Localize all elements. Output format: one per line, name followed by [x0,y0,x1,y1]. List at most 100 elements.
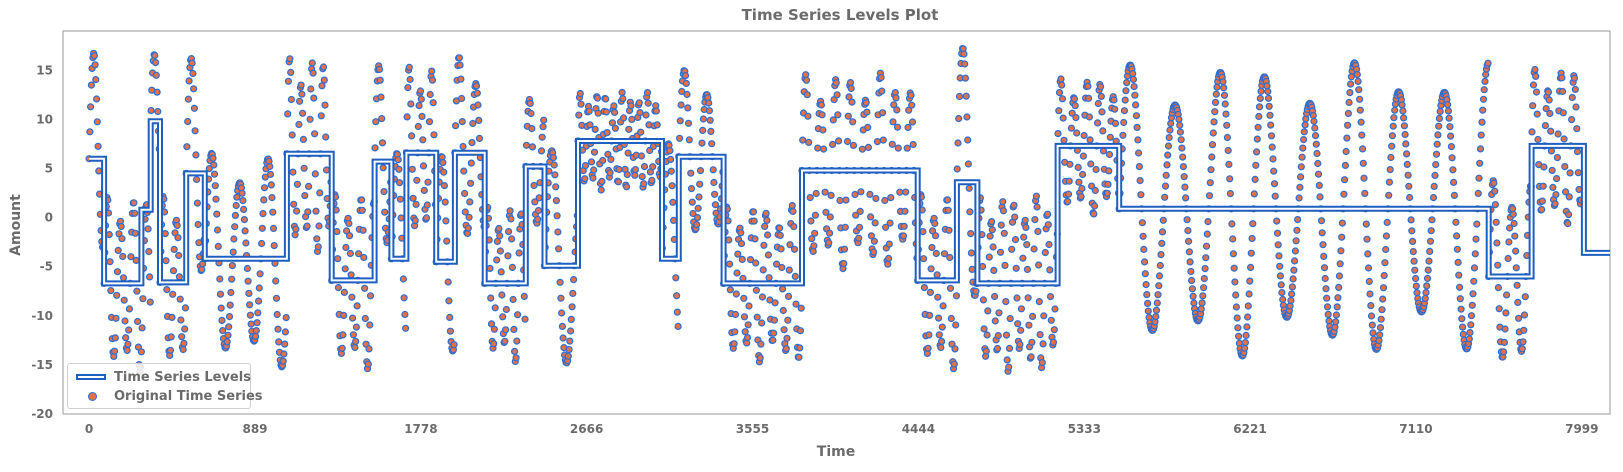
scatter-point [1094,99,1102,108]
scatter-point [1267,121,1275,129]
scatter-point [602,108,611,116]
scatter-point [696,167,705,175]
scatter-point [1136,177,1144,185]
scatter-point [1484,59,1492,67]
scatter-point [1449,178,1458,186]
scatter-point [1017,305,1026,313]
scatter-point [1314,159,1322,168]
scatter-point [1183,216,1191,224]
scatter-point [1155,272,1164,280]
scatter-point [726,286,734,294]
scatter-point [1270,180,1279,188]
scatter-point [797,304,805,312]
scatter-point [1243,323,1251,331]
scatter-point [1213,83,1221,91]
scatter-point [1499,348,1508,356]
scatter-point [1528,128,1536,136]
scatter-point [1278,289,1286,297]
scatter-point [1234,332,1243,340]
scatter-point [1299,136,1308,144]
scatter-point [1087,160,1095,168]
scatter-point [188,59,196,67]
scatter-point [184,117,192,126]
scatter-point [239,197,247,205]
scatter-point [909,140,917,149]
scatter-point [1529,102,1537,110]
scatter-point [1479,106,1487,114]
scatter-point [303,222,311,230]
scatter-point [1398,101,1406,109]
scatter-point [1408,227,1416,235]
scatter-point [505,228,513,236]
scatter-point [490,340,498,348]
scatter-point [832,79,840,87]
scatter-point [145,247,153,256]
scatter-point [1367,312,1376,320]
scatter-point [907,91,915,99]
x-axis-title: Time [817,444,855,460]
scatter-point [557,294,565,302]
scatter-point [1518,345,1526,353]
scatter-point [984,307,992,315]
scatter-point [1565,193,1573,201]
scatter-point [829,116,837,124]
scatter-point [1211,108,1219,116]
scatter-point [1385,191,1393,199]
scatter-point [993,344,1002,353]
scatter-point [139,295,147,303]
scatter-point [1050,326,1058,334]
scatter-point [1066,160,1074,168]
scatter-point [487,320,496,328]
scatter-point [960,50,968,58]
scatter-point [1005,344,1014,352]
scatter-point [458,117,466,126]
scatter-point [1332,318,1340,326]
scatter-point [1111,105,1119,113]
scatter-point [520,292,528,300]
scatter-point [1013,294,1021,302]
scatter-point [1203,230,1211,238]
scatter-point [899,232,908,240]
scatter-point [1560,135,1568,143]
scatter-point [1187,267,1195,276]
scatter-point [778,285,787,293]
x-tick-label: 889 [242,422,267,436]
scatter-point [1452,232,1461,240]
scatter-point [497,268,505,276]
scatter-point [1468,301,1476,309]
scatter-point [144,225,152,233]
scatter-point [1434,131,1442,139]
scatter-point [315,222,323,230]
scatter-point [1011,236,1020,244]
scatter-point [982,347,990,355]
scatter-point [1491,187,1499,195]
x-tick-label: 5333 [1068,422,1101,436]
scatter-point [340,288,348,296]
scatter-point [225,313,234,321]
scatter-point [429,99,437,107]
scatter-point [1202,254,1210,262]
scatter-point [404,83,412,92]
scatter-point [737,229,745,237]
scatter-point [808,235,816,243]
scatter-point [1390,114,1398,122]
scatter-point [1131,91,1139,99]
scatter-point [669,216,678,224]
scatter-point [1564,211,1573,219]
scatter-point [610,108,619,117]
scatter-point [131,209,139,217]
scatter-point [279,357,287,365]
scatter-point [644,99,652,107]
scatter-point [961,74,970,82]
scatter-point [125,326,133,334]
scatter-point [307,85,315,93]
scatter-point [1337,247,1345,255]
scatter-point [152,71,160,79]
scatter-point [1209,129,1217,137]
scatter-point [132,256,140,264]
scatter-point [1005,363,1013,371]
scatter-point [540,116,548,124]
scatter-point [218,316,226,324]
scatter-point [1333,303,1341,311]
scatter-point [1070,95,1079,103]
